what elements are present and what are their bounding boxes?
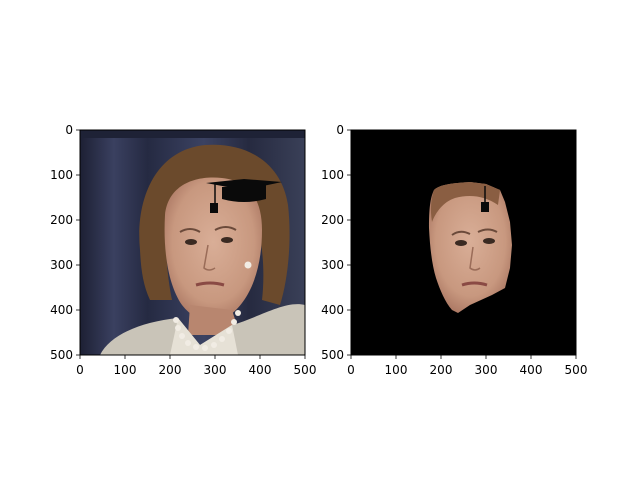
y-tick-label: 300 <box>50 258 73 272</box>
y-tick-label: 200 <box>321 213 344 227</box>
y-tick-label: 300 <box>321 258 344 272</box>
x-tick-label: 400 <box>249 363 272 377</box>
x-tick-label: 0 <box>76 363 84 377</box>
segmented-face-image <box>351 130 576 355</box>
y-tick-label: 0 <box>336 123 344 137</box>
x-tick-label: 100 <box>385 363 408 377</box>
y-tick-label: 500 <box>321 348 344 362</box>
portrait-photo <box>80 130 305 355</box>
y-tick-label: 0 <box>65 123 73 137</box>
x-tick-label: 300 <box>475 363 498 377</box>
x-tick-label: 100 <box>114 363 137 377</box>
y-tick-label: 400 <box>50 303 73 317</box>
x-tick-label: 300 <box>204 363 227 377</box>
graduation-cap-icon <box>206 179 282 190</box>
y-tick-label: 400 <box>321 303 344 317</box>
x-tick-label: 0 <box>347 363 355 377</box>
y-tick-label: 500 <box>50 348 73 362</box>
x-tick-label: 200 <box>159 363 182 377</box>
y-tick-label: 200 <box>50 213 73 227</box>
y-tick-label: 100 <box>321 168 344 182</box>
x-tick-label: 500 <box>565 363 588 377</box>
photo-frame <box>79 129 306 356</box>
x-tick-label: 400 <box>520 363 543 377</box>
x-tick-label: 200 <box>430 363 453 377</box>
y-tick-label: 100 <box>50 168 73 182</box>
segmented-frame <box>350 129 577 356</box>
x-tick-label: 500 <box>294 363 317 377</box>
